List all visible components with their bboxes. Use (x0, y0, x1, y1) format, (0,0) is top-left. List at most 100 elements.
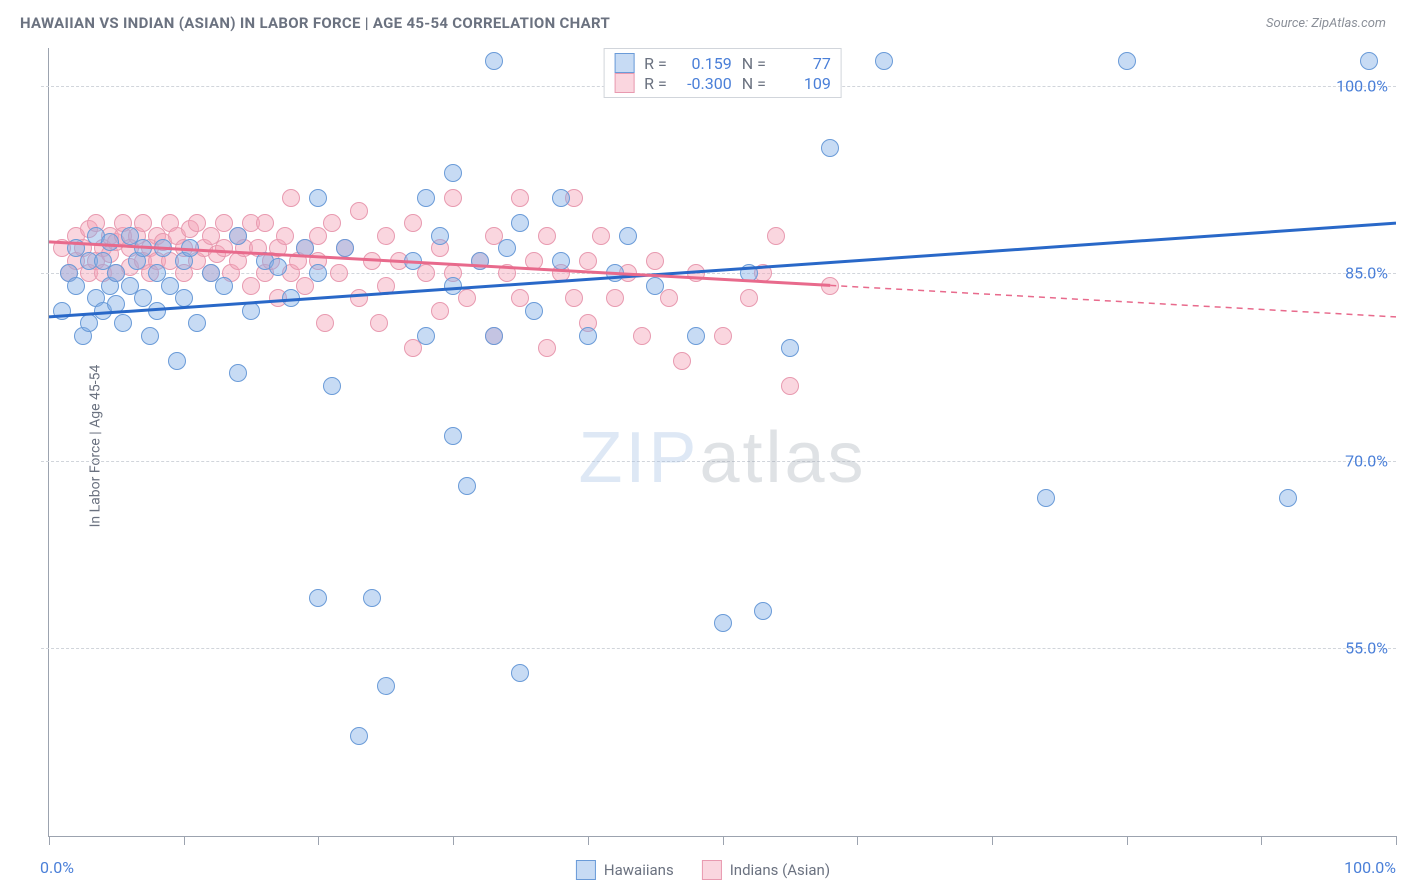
scatter-point-hawaiians (714, 614, 732, 632)
scatter-point-indians (404, 214, 422, 232)
scatter-point-hawaiians (485, 327, 503, 345)
n-value: 109 (776, 74, 831, 93)
x-tick (1396, 836, 1397, 845)
scatter-point-hawaiians (168, 352, 186, 370)
scatter-point-indians (282, 189, 300, 207)
legend-swatch (576, 860, 596, 880)
x-tick (723, 836, 724, 845)
legend-swatch (702, 860, 722, 880)
scatter-point-hawaiians (511, 214, 529, 232)
scatter-point-hawaiians (444, 277, 462, 295)
scatter-point-hawaiians (781, 339, 799, 357)
stats-legend: R =0.159N =77R =-0.300N =109 (603, 48, 842, 98)
scatter-point-hawaiians (309, 264, 327, 282)
scatter-point-hawaiians (444, 427, 462, 445)
scatter-point-indians (606, 289, 624, 307)
r-value: -0.300 (677, 74, 732, 93)
legend-label: Hawaiians (604, 861, 674, 879)
title-bar: HAWAIIAN VS INDIAN (ASIAN) IN LABOR FORC… (0, 8, 1406, 38)
scatter-point-hawaiians (323, 377, 341, 395)
scatter-point-hawaiians (431, 227, 449, 245)
scatter-point-indians (633, 327, 651, 345)
scatter-point-hawaiians (417, 327, 435, 345)
scatter-point-indians (714, 327, 732, 345)
scatter-point-indians (565, 289, 583, 307)
scatter-point-indians (458, 289, 476, 307)
watermark: ZIPatlas (578, 417, 866, 499)
x-tick (1261, 836, 1262, 845)
y-tick-label: 100.0% (1336, 76, 1388, 95)
scatter-point-indians (276, 227, 294, 245)
scatter-point-hawaiians (363, 589, 381, 607)
scatter-point-hawaiians (606, 264, 624, 282)
scatter-point-hawaiians (417, 189, 435, 207)
scatter-point-hawaiians (188, 314, 206, 332)
scatter-point-indians (417, 264, 435, 282)
scatter-point-indians (511, 189, 529, 207)
scatter-point-hawaiians (875, 52, 893, 70)
scatter-point-indians (781, 377, 799, 395)
scatter-point-indians (377, 227, 395, 245)
stats-legend-row: R =-0.300N =109 (614, 73, 831, 93)
source-attribution: Source: ZipAtlas.com (1266, 16, 1386, 31)
scatter-point-hawaiians (350, 727, 368, 745)
legend-item: Hawaiians (576, 860, 674, 880)
scatter-point-hawaiians (242, 302, 260, 320)
scatter-point-hawaiians (687, 327, 705, 345)
scatter-point-hawaiians (579, 327, 597, 345)
x-tick (588, 836, 589, 845)
scatter-point-hawaiians (296, 239, 314, 257)
scatter-point-indians (538, 227, 556, 245)
scatter-point-hawaiians (511, 664, 529, 682)
scatter-point-hawaiians (148, 302, 166, 320)
scatter-point-hawaiians (229, 227, 247, 245)
scatter-point-hawaiians (229, 364, 247, 382)
y-tick-label: 70.0% (1345, 451, 1388, 470)
scatter-point-hawaiians (525, 302, 543, 320)
scatter-point-indians (767, 227, 785, 245)
x-tick (857, 836, 858, 845)
scatter-point-indians (350, 289, 368, 307)
scatter-point-hawaiians (485, 52, 503, 70)
scatter-point-indians (377, 277, 395, 295)
scatter-point-indians (330, 264, 348, 282)
x-tick (453, 836, 454, 845)
scatter-point-hawaiians (471, 252, 489, 270)
scatter-point-hawaiians (1279, 489, 1297, 507)
r-label: R = (644, 74, 667, 93)
scatter-point-hawaiians (181, 239, 199, 257)
legend-swatch (614, 73, 634, 93)
x-max-label: 100.0% (1344, 858, 1396, 877)
scatter-point-hawaiians (269, 258, 287, 276)
chart-title: HAWAIIAN VS INDIAN (ASIAN) IN LABOR FORC… (20, 14, 610, 32)
r-label: R = (644, 54, 667, 73)
scatter-point-indians (444, 189, 462, 207)
watermark-atlas: atlas (699, 418, 866, 498)
x-tick (49, 836, 50, 845)
x-tick (1127, 836, 1128, 845)
n-value: 77 (776, 54, 831, 73)
scatter-point-indians (646, 252, 664, 270)
scatter-point-hawaiians (1037, 489, 1055, 507)
scatter-point-indians (323, 214, 341, 232)
scatter-point-hawaiians (107, 295, 125, 313)
scatter-point-indians (370, 314, 388, 332)
scatter-point-indians (363, 252, 381, 270)
scatter-point-hawaiians (1118, 52, 1136, 70)
scatter-point-hawaiians (53, 302, 71, 320)
scatter-point-indians (525, 252, 543, 270)
x-min-label: 0.0% (40, 858, 74, 877)
scatter-point-hawaiians (114, 314, 132, 332)
x-tick (992, 836, 993, 845)
scatter-point-hawaiians (377, 677, 395, 695)
scatter-point-hawaiians (498, 239, 516, 257)
x-tick (318, 836, 319, 845)
y-tick-label: 55.0% (1345, 639, 1388, 658)
scatter-point-indians (316, 314, 334, 332)
scatter-point-indians (660, 289, 678, 307)
scatter-point-hawaiians (336, 239, 354, 257)
scatter-point-hawaiians (444, 164, 462, 182)
scatter-point-indians (498, 264, 516, 282)
y-tick-label: 85.0% (1345, 264, 1388, 283)
scatter-point-indians (687, 264, 705, 282)
